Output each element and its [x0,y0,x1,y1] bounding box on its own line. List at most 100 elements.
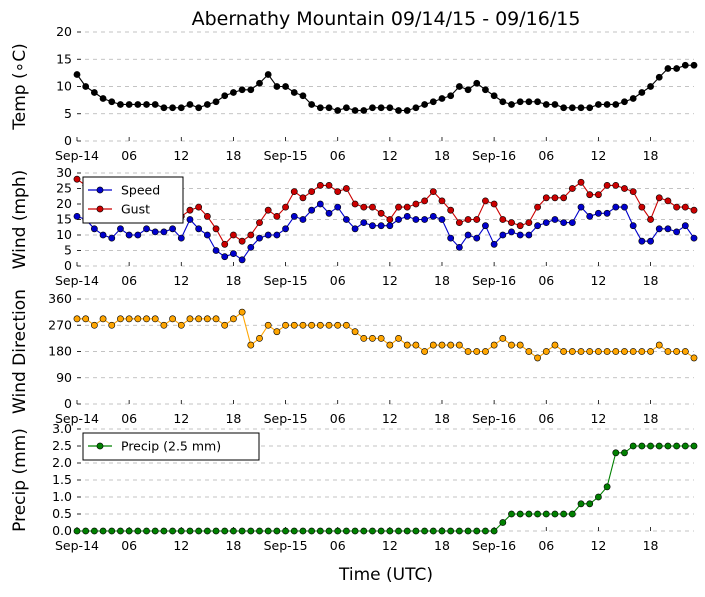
data-point [673,442,681,450]
data-point [655,194,663,202]
legend-box [82,176,184,224]
data-point [325,527,333,535]
y-tick-label: 1.5 [52,472,72,487]
data-point [369,527,376,535]
data-point [629,222,637,230]
data-point [160,228,168,236]
data-point [334,321,342,329]
data-point [403,341,411,349]
data-point [143,527,150,535]
data-point [638,348,646,355]
data-point [169,104,176,112]
data-point [447,206,455,214]
data-point [655,442,663,450]
data-point [212,315,220,323]
data-point [99,95,107,102]
x-tick-label: 06 [121,148,137,163]
data-point [238,86,246,94]
data-point [186,101,194,108]
data-point [308,188,316,195]
data-point [247,527,255,535]
data-point [395,203,402,211]
data-point [342,185,350,192]
data-point [221,92,229,100]
x-tick-label: 18 [434,538,450,553]
data-point [455,219,463,226]
x-tick-label: Sep-14 [55,538,99,553]
x-tick-label: Sep-15 [264,273,308,288]
data-point [482,348,489,355]
data-point [195,315,203,323]
data-point [386,527,394,535]
data-point [143,315,150,323]
data-point [595,209,602,217]
y-tick-label: 15 [56,51,72,66]
data-point [516,222,524,230]
x-tick-label: 12 [590,273,606,288]
data-point [447,527,455,535]
data-point [455,243,463,251]
data-point [586,348,594,355]
y-axis-label-precip: Precip (mm) [10,428,30,532]
data-point [403,212,411,220]
data-point [377,527,385,535]
data-point [690,354,698,362]
x-tick-label: 18 [225,148,241,163]
data-point [316,181,324,189]
x-tick-label: 06 [330,273,346,288]
data-point [647,348,654,355]
y-tick-label: 3.0 [52,421,72,436]
data-point [455,83,463,90]
data-point [334,527,342,535]
x-tick-label: 06 [538,538,554,553]
data-point [499,98,507,106]
data-point [186,527,194,535]
data-point [647,442,654,450]
data-point [342,321,350,329]
data-point [299,194,307,202]
data-point [256,334,263,342]
data-point [203,527,211,535]
data-point [247,341,255,349]
legend-label: Gust [121,202,150,217]
data-point [73,212,81,220]
data-point [334,188,342,195]
y-axis-label-temp: Temp (∘C) [10,43,30,131]
data-point [360,203,368,211]
legend-precip: Precip (2.5 mm) [82,432,260,461]
panel-dir: 0 90 180 270 360 Sep-14 06 12 18 Sep-15 06 12 18 Sep-… [10,289,698,426]
data-point [308,206,316,214]
data-point [508,101,515,108]
x-tick-label: 18 [643,273,659,288]
y-axis-label-wind: Wind (mph) [10,170,30,270]
data-point [690,442,698,450]
data-point [508,228,515,236]
data-point [273,328,281,336]
data-point [125,231,133,239]
x-tick-label: Sep-14 [55,148,99,163]
data-point [264,231,272,239]
data-point [308,321,316,329]
data-point [568,104,576,112]
data-point [525,348,533,355]
x-tick-label: 06 [121,411,137,426]
data-point [134,101,142,108]
x-tick-label: 06 [538,148,554,163]
data-point [195,104,203,112]
data-point [603,101,611,108]
data-point [690,206,698,214]
data-point [429,98,437,106]
data-point [586,191,594,199]
data-point [221,240,229,248]
y-tick-label: 360 [48,291,72,306]
data-point [247,231,255,239]
data-point [629,348,637,355]
data-point [369,334,376,342]
data-point [673,203,681,211]
y-tick-label: 30 [56,165,72,180]
data-point [395,216,402,223]
data-point [455,527,463,535]
data-point [612,181,620,189]
data-point [647,216,654,223]
